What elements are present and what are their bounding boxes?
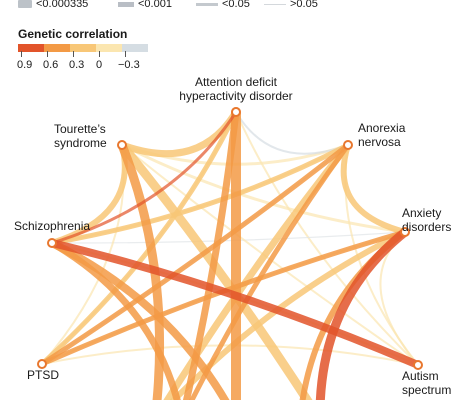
correlation-link-tourette-s1 (117, 140, 165, 400)
genetic-correlation-title: Genetic correlation (18, 27, 128, 41)
significance-item-p-gt-005: >0.05 (264, 0, 318, 11)
significance-thick-line (118, 1, 134, 7)
correlation-link-anorexia-anxiety (340, 142, 408, 235)
colorbar-segment (96, 44, 122, 52)
label-line: hyperactivity disorder (179, 89, 293, 103)
colorbar-tick-label: 0.3 (69, 59, 85, 71)
colorbar-tick-label: 0.9 (17, 59, 33, 71)
colorbar-tick (47, 51, 48, 57)
label-autism: Autism spectrum (402, 369, 451, 397)
correlation-link-anxiety-s1 (169, 229, 408, 400)
correlation-link-adhd-v1 (182, 108, 240, 400)
correlation-link-anxiety-s3 (315, 227, 410, 400)
disorder-nodes (37, 107, 423, 370)
colorbar-tick (73, 51, 74, 57)
correlation-link-adhd-anorexia (235, 111, 349, 155)
node-adhd (231, 107, 241, 117)
label-adhd: Attention deficit hyperactivity disorder (168, 75, 304, 103)
colorbar-segment (44, 44, 70, 52)
genetic-correlation-colorbar (18, 44, 148, 52)
colorbar-tick (21, 51, 22, 57)
correlation-link-schizophrenia-autism (48, 239, 422, 369)
colorbar-segment (18, 44, 44, 52)
correlation-link-schizophrenia-v1 (48, 239, 181, 400)
label-line: disorders (402, 220, 452, 234)
correlation-link-schizophrenia-adhd (50, 110, 238, 245)
correlation-link-anorexia-v1 (189, 142, 351, 400)
correlation-link-schizophrenia-anorexia (49, 142, 351, 246)
label-line: spectrum (402, 383, 452, 397)
significance-thin-line (264, 3, 286, 5)
correlation-link-ptsd-anorexia (39, 142, 351, 367)
correlation-link-schizophrenia-anorexia (51, 144, 349, 244)
significance-swatch (18, 0, 32, 9)
node-tourette (117, 140, 127, 150)
colorbar-segment (122, 44, 148, 52)
significance-label: <0.05 (222, 0, 250, 10)
label-ptsd: PTSD (27, 368, 59, 382)
colorbar-tick (99, 51, 100, 57)
label-schizophrenia: Schizophrenia (14, 219, 90, 233)
label-line: syndrome (54, 136, 107, 150)
correlation-link-tourette-s3 (117, 140, 313, 400)
significance-label: <0.000335 (36, 0, 89, 10)
significance-item-p-lt-005: <0.05 (196, 0, 250, 11)
colorbar-tick-label: 0.6 (43, 59, 59, 71)
label-line: Attention deficit (194, 75, 278, 89)
correlation-link-ptsd-adhd (39, 109, 239, 367)
label-line: Anxiety (402, 206, 442, 220)
label-line: Autism (402, 369, 439, 383)
label-line: Tourette’s (54, 122, 106, 136)
significance-item-p-lt-0000335: <0.000335 (18, 0, 88, 11)
colorbar-segment (70, 44, 96, 52)
label-tourette: Tourette’s syndrome (54, 122, 107, 150)
label-line: Anorexia (358, 121, 406, 135)
node-schizophrenia (47, 238, 57, 248)
colorbar-tick-label: 0 (96, 59, 103, 71)
node-ptsd (37, 359, 47, 369)
correlation-link-schizophrenia-anxiety (51, 231, 406, 244)
significance-legend: <0.000335 <0.001 <0.05 >0.05 (18, 0, 458, 13)
label-anxiety: Anxiety disorders (402, 206, 451, 234)
correlation-link-adhd-autism (235, 111, 419, 366)
label-anorexia: Anorexia nervosa (358, 121, 405, 149)
node-autism (413, 360, 423, 370)
label-line: nervosa (358, 135, 401, 149)
label-line: Schizophrenia (14, 219, 91, 233)
correlation-link-tourette-anxiety (120, 143, 407, 234)
node-anxiety (400, 227, 410, 237)
correlation-links (39, 107, 422, 400)
node-anorexia (343, 140, 353, 150)
colorbar-tick-label: −0.3 (118, 59, 140, 71)
significance-item-p-lt-0001: <0.001 (118, 0, 172, 11)
significance-label: <0.001 (138, 0, 172, 10)
significance-label: >0.05 (290, 0, 318, 10)
label-line: PTSD (27, 368, 60, 382)
colorbar-tick (125, 51, 126, 57)
significance-medium-line (196, 2, 218, 6)
